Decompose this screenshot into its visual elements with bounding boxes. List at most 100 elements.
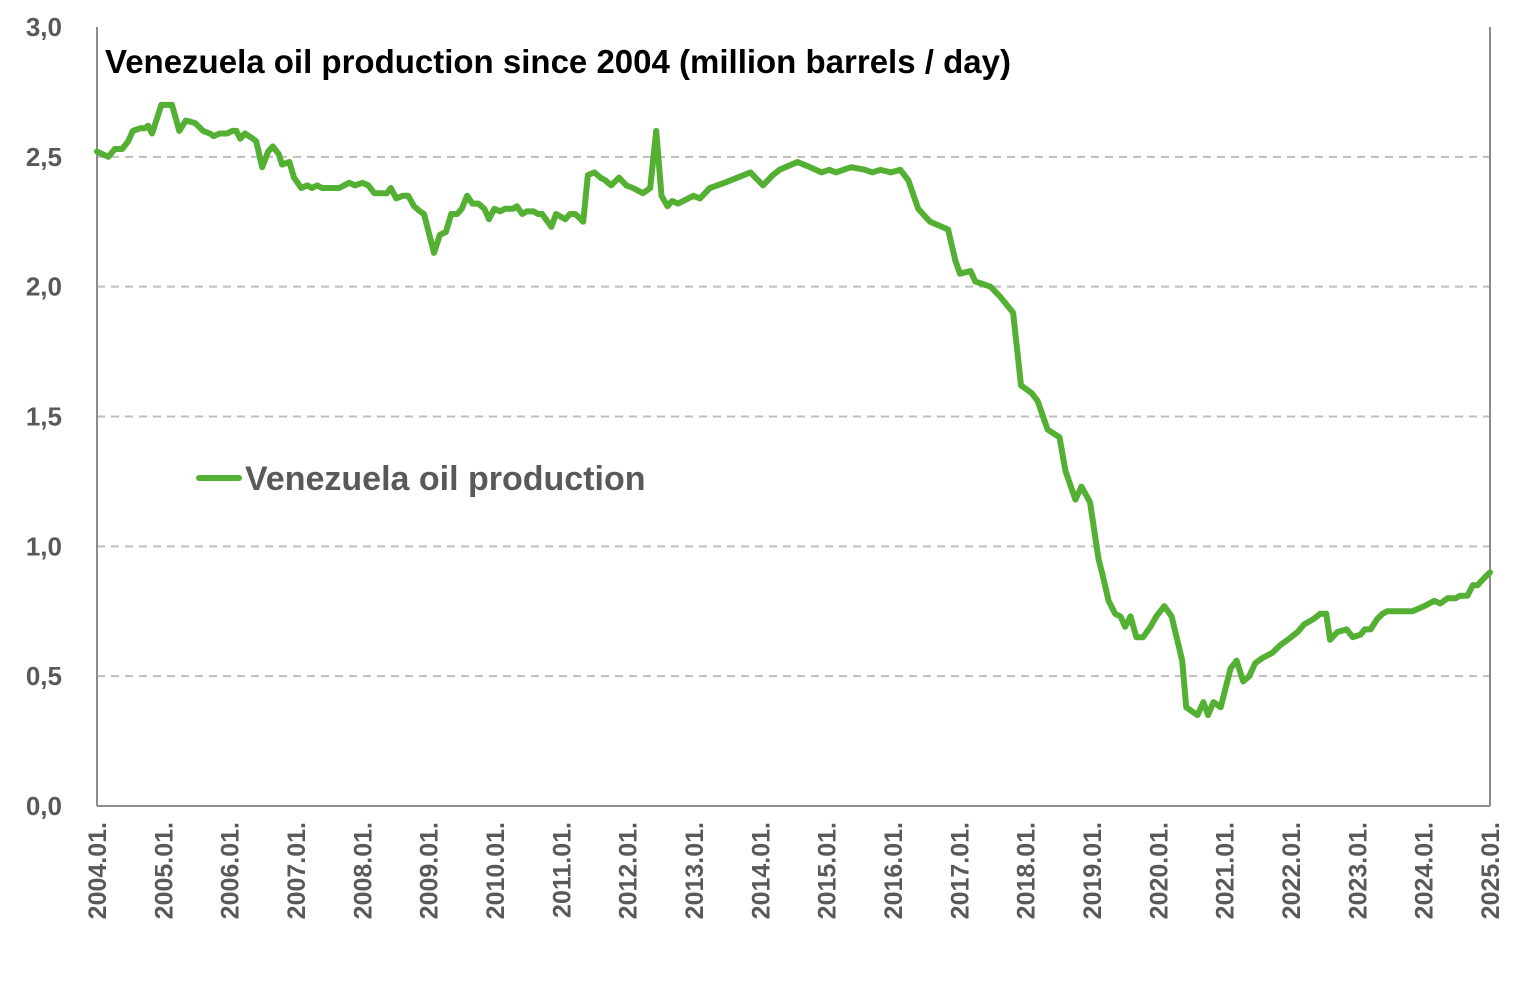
data-point — [348, 182, 350, 184]
data-point — [1484, 576, 1486, 578]
data-point — [239, 138, 241, 140]
data-point — [255, 140, 257, 142]
x-tick-label: 2012.01. — [615, 822, 643, 919]
data-point — [762, 184, 764, 186]
data-point — [373, 192, 375, 194]
data-point — [121, 148, 123, 150]
data-point — [252, 138, 254, 140]
data-point — [1135, 636, 1137, 638]
data-point — [293, 177, 295, 179]
x-tick-label: 2014.01. — [747, 822, 775, 919]
data-point — [114, 148, 116, 150]
data-point — [1047, 428, 1049, 430]
data-point — [354, 184, 356, 186]
y-tick-label: 2,5 — [26, 142, 62, 172]
data-point — [947, 229, 949, 231]
data-point — [660, 195, 662, 197]
data-point — [178, 130, 180, 132]
data-point — [483, 208, 485, 210]
data-point — [439, 234, 441, 236]
data-point — [974, 280, 976, 282]
data-point — [1012, 312, 1014, 314]
data-point — [461, 208, 463, 210]
legend-label: Venezuela oil production — [245, 460, 646, 498]
x-tick-label: 2016.01. — [880, 822, 908, 919]
data-point — [160, 104, 162, 106]
data-point — [1254, 662, 1256, 664]
data-point — [244, 132, 246, 134]
data-point — [864, 169, 866, 171]
data-point — [1489, 571, 1491, 573]
data-point — [820, 171, 822, 173]
data-point — [724, 182, 726, 184]
data-point — [272, 145, 274, 147]
data-point — [423, 213, 425, 215]
data-point — [1364, 628, 1366, 630]
data-point — [1346, 628, 1348, 630]
data-point — [625, 184, 627, 186]
data-point — [1261, 657, 1263, 659]
x-tick-label: 2007.01. — [283, 822, 311, 919]
data-point — [809, 166, 811, 168]
data-point — [574, 213, 576, 215]
series-line-venezuela-oil-production — [94, 101, 1493, 719]
x-tick-label: 2017.01. — [946, 822, 974, 919]
data-point — [1098, 558, 1100, 560]
x-tick-label: 2015.01. — [814, 822, 842, 919]
data-point — [512, 208, 514, 210]
data-point — [1220, 706, 1222, 708]
data-point — [1303, 623, 1305, 625]
data-point — [278, 153, 280, 155]
x-tick-label: 2018.01. — [1013, 822, 1041, 919]
data-point — [907, 179, 909, 181]
data-point — [316, 184, 318, 186]
y-tick-label: 3,0 — [26, 12, 62, 42]
data-point — [1185, 706, 1187, 708]
data-point — [1114, 613, 1116, 615]
data-point — [1129, 615, 1131, 617]
data-point — [1352, 636, 1354, 638]
data-point — [970, 270, 972, 272]
x-tick-label: 2025.01. — [1477, 822, 1505, 919]
data-point — [1360, 634, 1362, 636]
data-point — [144, 127, 146, 129]
x-tick-label: 2020.01. — [1145, 822, 1173, 919]
data-point — [413, 205, 415, 207]
data-point — [954, 260, 956, 262]
data-point — [1433, 600, 1435, 602]
data-point — [899, 169, 901, 171]
data-point — [1271, 652, 1273, 654]
data-point — [828, 169, 830, 171]
data-point — [959, 273, 961, 275]
x-tick-label: 2004.01. — [84, 822, 112, 919]
data-point — [1108, 600, 1110, 602]
data-point — [1102, 574, 1104, 576]
data-point — [235, 130, 237, 132]
data-point — [456, 213, 458, 215]
data-point — [147, 125, 149, 127]
data-point — [407, 195, 409, 197]
data-point — [171, 104, 173, 106]
data-point — [564, 218, 566, 220]
data-point — [1031, 392, 1033, 394]
data-point — [532, 210, 534, 212]
data-point — [390, 187, 392, 189]
data-point — [599, 177, 601, 179]
data-point — [990, 286, 992, 288]
data-point — [871, 171, 873, 173]
data-point — [445, 231, 447, 233]
data-point — [671, 200, 673, 202]
data-point — [1124, 626, 1126, 628]
chart-title: Venezuela oil production since 2004 (mil… — [105, 43, 1011, 80]
data-point — [395, 197, 397, 199]
data-point — [779, 169, 781, 171]
x-tick-label: 2005.01. — [150, 822, 178, 919]
data-point — [555, 213, 557, 215]
data-point — [466, 195, 468, 197]
data-point — [321, 187, 323, 189]
x-tick-label: 2011.01. — [548, 822, 576, 918]
data-point — [300, 187, 302, 189]
data-point — [890, 171, 892, 173]
data-point — [666, 205, 668, 207]
data-point — [1476, 584, 1478, 586]
